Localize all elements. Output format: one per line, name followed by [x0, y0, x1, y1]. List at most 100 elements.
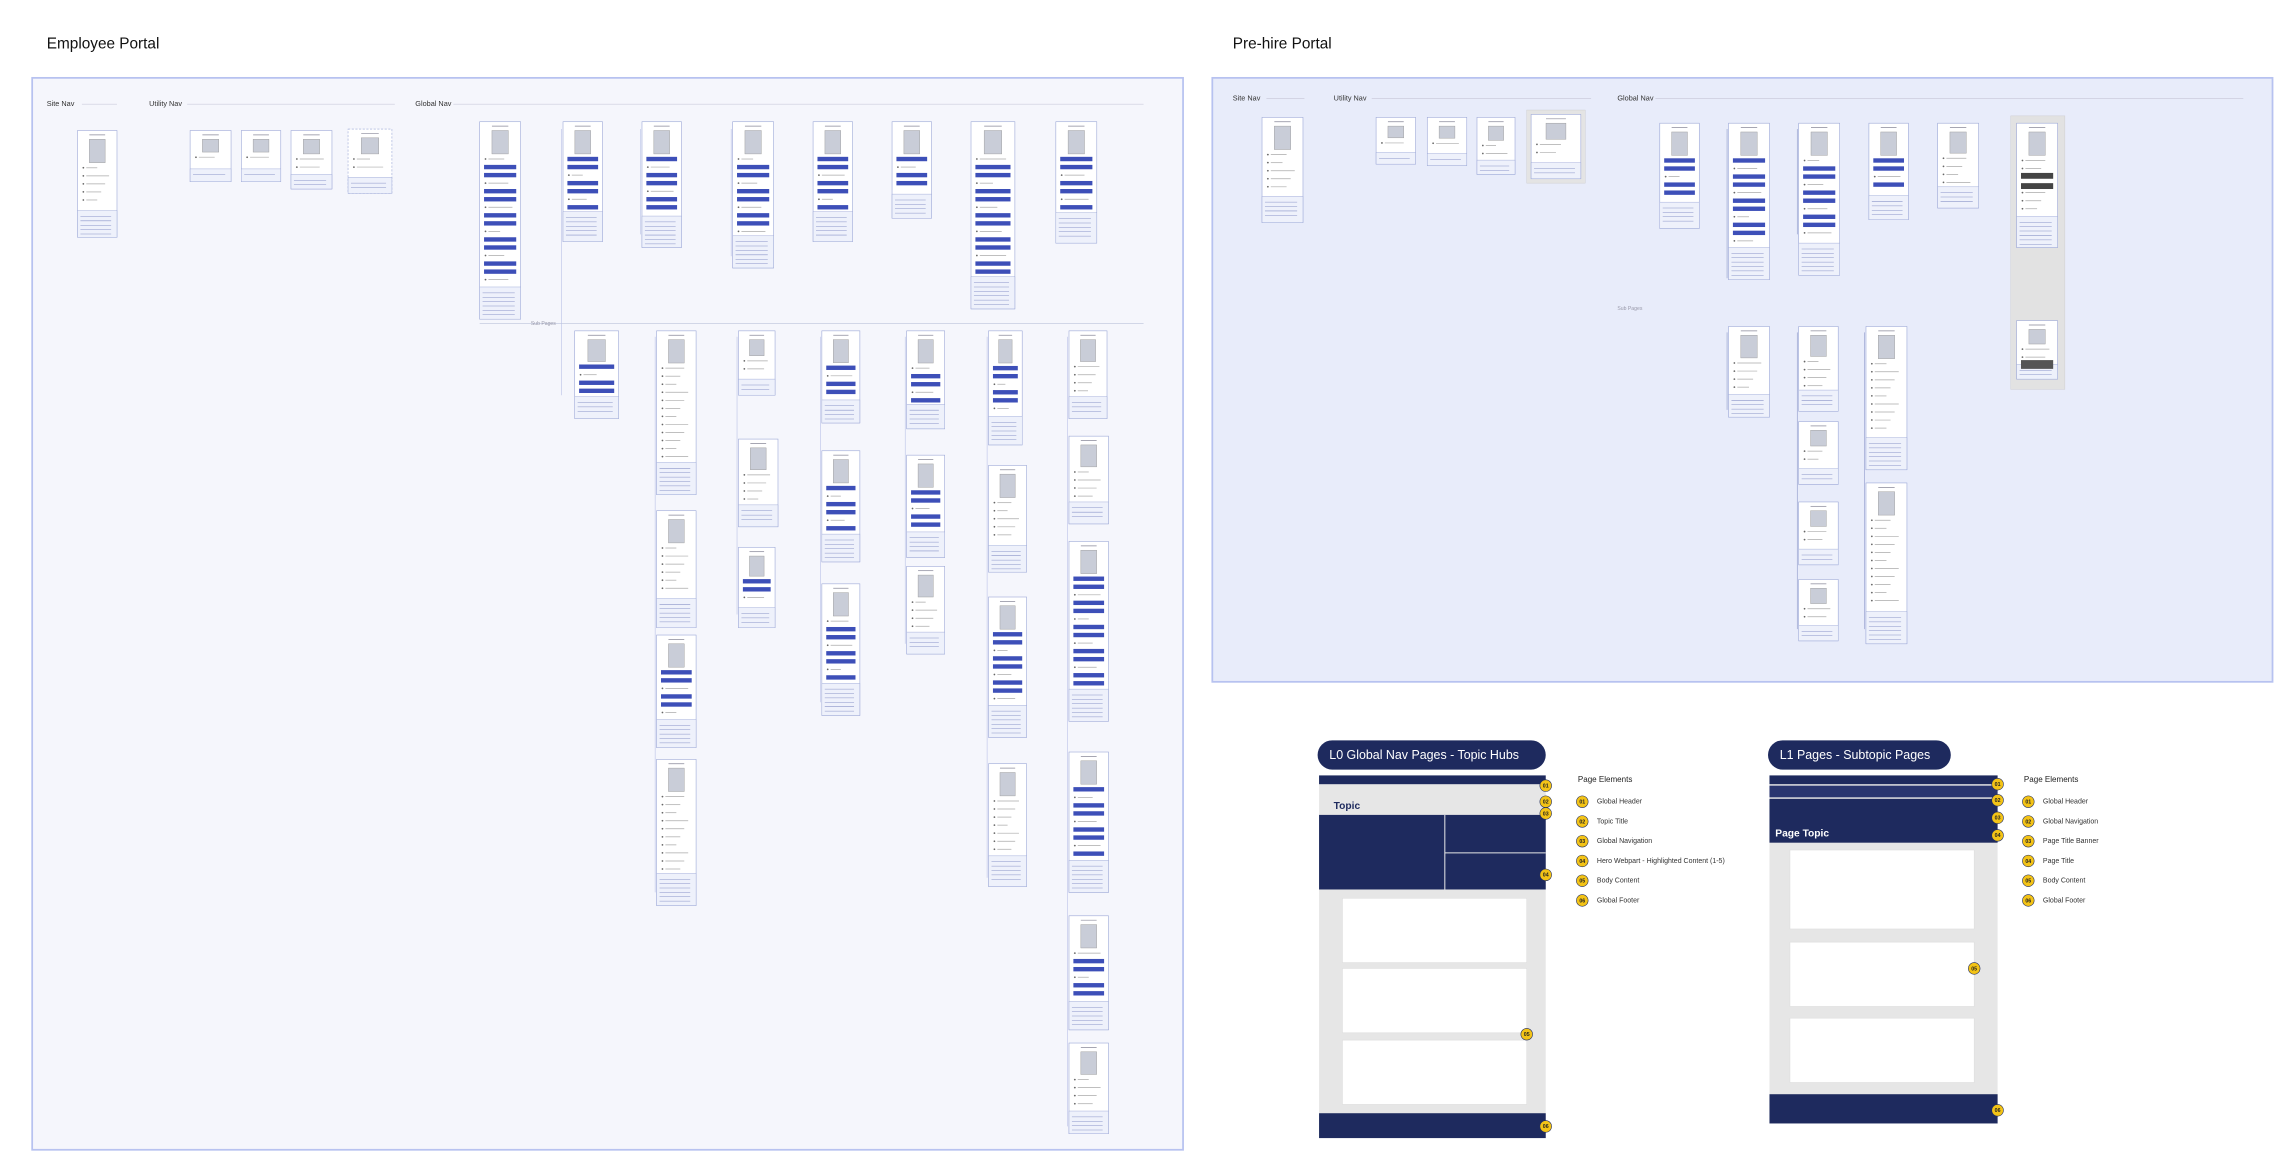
card-button [1073, 787, 1105, 792]
card-bullet [484, 182, 487, 185]
page-card [738, 546, 776, 629]
card-note [1530, 162, 1582, 179]
card-bullet [911, 391, 914, 394]
card-button [911, 382, 941, 387]
card-note [641, 215, 682, 248]
card-bullet [993, 832, 996, 835]
card-bullet [567, 174, 570, 176]
card-button [992, 640, 1023, 645]
card-bullet [993, 533, 996, 536]
card-bullet [1870, 395, 1873, 397]
card-button [1664, 158, 1695, 163]
card-bullet [1060, 174, 1063, 176]
badge [2022, 854, 2035, 868]
card-bullet [1870, 403, 1873, 405]
card-button [992, 365, 1018, 371]
card-bullet [661, 711, 664, 714]
card-bullet [1870, 583, 1873, 586]
card-bullet [661, 803, 664, 806]
badge [1539, 807, 1552, 820]
card-button [1664, 166, 1695, 171]
card-note [1865, 437, 1908, 470]
card-button [1060, 164, 1093, 170]
badge [2022, 795, 2035, 808]
page-card [562, 121, 603, 242]
card-bullet [743, 474, 746, 476]
card-bullet [1803, 183, 1806, 186]
card-bullet [661, 383, 664, 386]
card-bullet [82, 174, 85, 177]
card-button [567, 205, 599, 210]
template-title: L0 Global Nav Pages - Topic Hubs [1329, 748, 1519, 762]
card-note [1055, 212, 1097, 244]
badge-number: 01 [1579, 800, 1585, 806]
card-bullet [911, 601, 914, 604]
card-bullet [1266, 185, 1269, 188]
card-button [1873, 182, 1905, 187]
card-bullet [1073, 365, 1076, 368]
card-bullet [1073, 642, 1076, 644]
card-bullet [661, 547, 664, 549]
card-bullet [661, 579, 664, 582]
card-note [906, 631, 945, 655]
card-bullet [661, 844, 664, 846]
page-card [1798, 326, 1839, 412]
card-note [1261, 196, 1304, 223]
card-bullet [661, 555, 664, 557]
card-button [1060, 205, 1093, 210]
card-button [826, 485, 856, 491]
card-bullet [993, 517, 996, 520]
card-thumb [833, 339, 849, 363]
card-thumb [833, 459, 849, 484]
card [479, 121, 521, 320]
card-bullet [993, 649, 996, 652]
card-bullet [993, 816, 996, 818]
card-note [821, 399, 861, 424]
card-bullet [826, 668, 829, 671]
card-bullet [1266, 177, 1269, 180]
legend-label: Global Navigation [2043, 818, 2098, 825]
card-note [1868, 195, 1909, 220]
page-card [1798, 501, 1839, 566]
card-button [660, 678, 692, 683]
card-button [1073, 576, 1105, 581]
card-bullet [661, 367, 664, 370]
card-note [1798, 625, 1839, 642]
body-block [1789, 941, 1975, 1007]
card-thumb [89, 139, 106, 163]
legend-label: Global Navigation [1597, 838, 1652, 845]
page-card [1426, 117, 1468, 166]
body-block [1342, 1039, 1528, 1105]
card-bullet [2021, 167, 2024, 170]
card-bullet [82, 166, 85, 169]
card-button [975, 237, 1011, 242]
page-card [988, 465, 1027, 573]
card-note [821, 683, 861, 716]
legend-label: Body Content [2043, 878, 2085, 885]
card-bullet [975, 254, 978, 257]
badge-number: 06 [1543, 1124, 1549, 1130]
card-button [567, 189, 599, 194]
card-bullet [826, 620, 829, 623]
page-card [1476, 117, 1516, 175]
card-thumb [1080, 549, 1097, 574]
card-bullet [826, 495, 829, 497]
card-button [1073, 803, 1105, 808]
page-card [1261, 117, 1304, 223]
card-note [656, 719, 697, 748]
card-button [1073, 632, 1105, 638]
section-label: Site Nav [1233, 93, 1261, 102]
page-card [240, 130, 282, 182]
card-bullet [1733, 191, 1736, 194]
badge-number: 01 [1995, 782, 2001, 788]
badge [2022, 874, 2035, 887]
card-button [975, 213, 1011, 218]
card-bullet [1733, 215, 1736, 218]
page-card [1068, 915, 1109, 1031]
page-card [891, 121, 932, 219]
card-bullet [661, 587, 664, 590]
portal-title: Employee Portal [47, 35, 160, 52]
card-bullet [993, 407, 996, 410]
card-bullet [1073, 666, 1076, 669]
badge-number: 06 [1995, 1108, 2001, 1114]
